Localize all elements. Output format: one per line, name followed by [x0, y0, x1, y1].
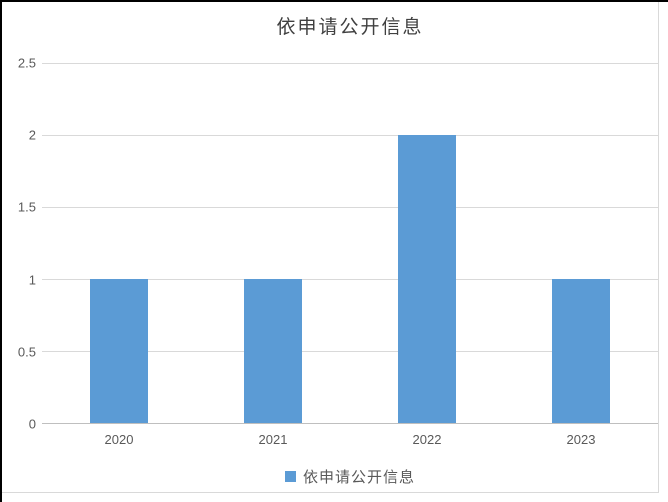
legend-label: 依申请公开信息 — [302, 469, 415, 486]
chart-frame: 依申请公开信息 0 0.5 1 1.5 2 2.5 2020 2021 2022 2023 依申… — [2, 2, 659, 493]
gridline — [42, 279, 658, 280]
y-tick-label: 1.5 — [17, 199, 36, 215]
gridline — [42, 135, 658, 136]
bar-2021 — [244, 279, 302, 423]
x-axis: 2020 2021 2022 2023 — [42, 432, 658, 450]
plot-area — [42, 63, 658, 424]
gridline — [42, 207, 658, 208]
y-tick-label: 1 — [28, 272, 36, 288]
y-tick-label: 0.5 — [17, 344, 36, 360]
y-tick-label: 0 — [28, 416, 36, 432]
y-axis: 0 0.5 1 1.5 2 2.5 — [2, 56, 36, 432]
bar-2023 — [552, 279, 610, 423]
y-tick-label: 2.5 — [17, 55, 36, 71]
x-tick-label: 2023 — [566, 432, 596, 447]
legend-swatch-icon — [284, 471, 296, 482]
x-tick-label: 2021 — [258, 432, 288, 447]
legend: 依申请公开信息 — [42, 466, 658, 487]
gridline — [42, 351, 658, 352]
x-tick-label: 2022 — [412, 432, 442, 447]
bar-2020 — [90, 279, 148, 423]
gridline — [42, 63, 658, 64]
y-tick-label: 2 — [28, 127, 36, 143]
chart-title: 依申请公开信息 — [276, 17, 424, 38]
bar-2022 — [398, 135, 456, 423]
x-tick-label: 2020 — [104, 432, 134, 447]
